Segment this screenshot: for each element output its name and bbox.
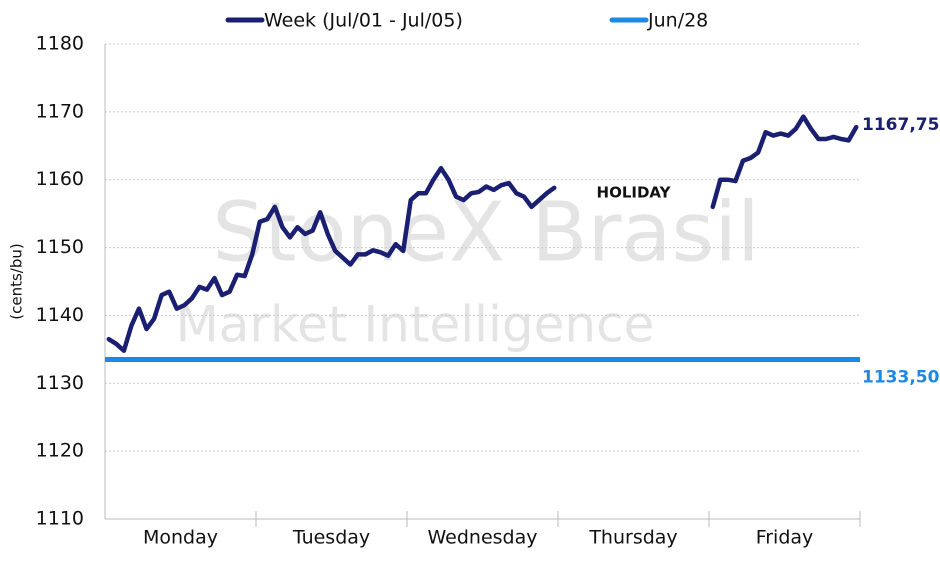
y-tick-label: 1150 — [36, 236, 84, 258]
x-tick-label: Monday — [143, 527, 218, 549]
y-tick-label: 1110 — [36, 508, 84, 530]
legend-label: Jun/28 — [647, 10, 708, 32]
y-tick-label: 1130 — [36, 372, 84, 394]
y-tick-label: 1180 — [36, 33, 84, 55]
series-line — [106, 165, 557, 353]
x-tick-label: Tuesday — [292, 527, 370, 549]
annotation: HOLIDAY — [597, 184, 672, 202]
x-tick-label: Wednesday — [427, 527, 537, 549]
y-tick-label: 1140 — [36, 304, 84, 326]
y-tick-label: 1160 — [36, 168, 84, 190]
y-tick-label: 1170 — [36, 100, 84, 122]
data-label: 1133,50 — [862, 368, 940, 388]
watermark: Market Intelligence — [176, 296, 655, 354]
x-tick-label: Friday — [756, 527, 814, 549]
y-axis-label: (cents/bu) — [8, 243, 26, 319]
data-label: 1167,75 — [862, 115, 939, 135]
x-tick-label: Thursday — [588, 527, 677, 549]
y-tick-label: 1120 — [36, 440, 84, 462]
legend-label: Week (Jul/01 - Jul/05) — [264, 10, 463, 32]
series-line — [710, 114, 859, 210]
